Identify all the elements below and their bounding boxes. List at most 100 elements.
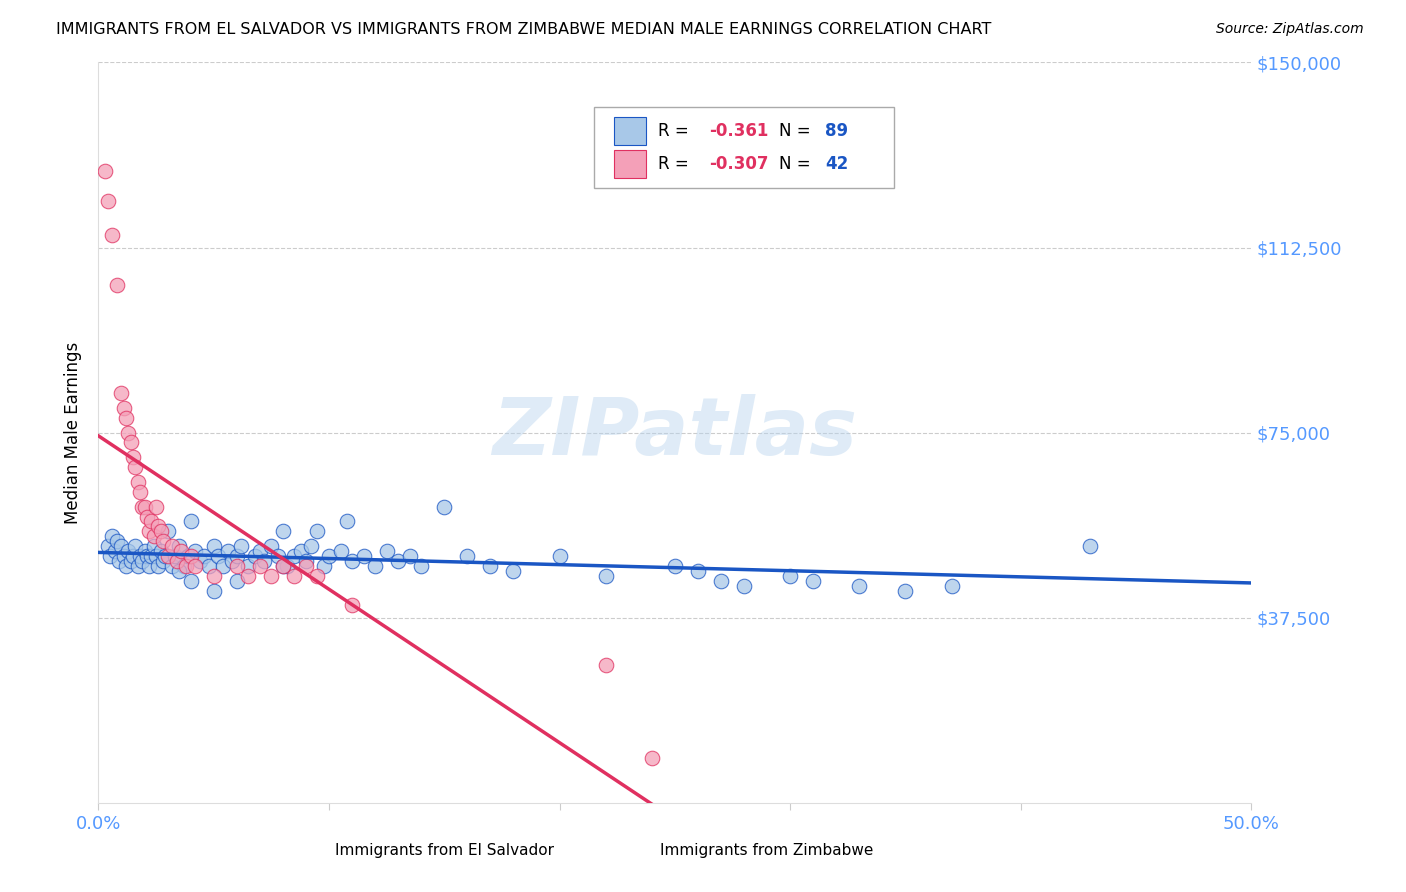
Point <box>353 549 375 563</box>
Text: 42: 42 <box>825 155 848 173</box>
Point <box>225 558 247 573</box>
Point <box>131 500 153 514</box>
Point <box>299 539 322 553</box>
Point <box>267 549 290 563</box>
Point <box>112 549 135 563</box>
Bar <box>614 117 647 145</box>
Point <box>145 500 167 514</box>
Point <box>120 435 142 450</box>
Point <box>160 539 183 553</box>
Text: Immigrants from El Salvador: Immigrants from El Salvador <box>335 844 554 858</box>
Point <box>433 500 456 514</box>
Point <box>127 558 149 573</box>
Point <box>129 549 152 563</box>
Point <box>110 386 132 401</box>
Point <box>163 549 186 563</box>
Point <box>848 579 870 593</box>
Point <box>664 558 686 573</box>
Text: -0.361: -0.361 <box>710 122 769 140</box>
Point <box>180 515 202 529</box>
Point <box>198 558 221 573</box>
Text: IMMIGRANTS FROM EL SALVADOR VS IMMIGRANTS FROM ZIMBABWE MEDIAN MALE EARNINGS COR: IMMIGRANTS FROM EL SALVADOR VS IMMIGRANT… <box>56 22 991 37</box>
Point <box>307 524 329 539</box>
Point <box>160 558 183 573</box>
Point <box>225 549 247 563</box>
Point <box>97 194 120 208</box>
Text: 89: 89 <box>825 122 848 140</box>
Point <box>101 228 124 243</box>
Point <box>167 539 190 553</box>
Point <box>1078 539 1101 553</box>
Text: R =: R = <box>658 122 693 140</box>
Point <box>276 558 298 573</box>
Point <box>124 460 146 475</box>
Point <box>779 568 801 582</box>
Point <box>184 544 207 558</box>
Point <box>801 574 824 588</box>
Point <box>156 524 179 539</box>
Point <box>103 544 125 558</box>
Text: -0.307: -0.307 <box>710 155 769 173</box>
Point <box>271 558 294 573</box>
Point <box>141 515 163 529</box>
Point <box>167 564 190 578</box>
Point <box>260 539 283 553</box>
Point <box>131 554 153 568</box>
Point <box>156 549 179 563</box>
Point <box>686 564 709 578</box>
Point <box>340 554 363 568</box>
Point <box>117 425 139 440</box>
Text: N =: N = <box>779 155 815 173</box>
Point <box>456 549 478 563</box>
FancyBboxPatch shape <box>647 829 889 873</box>
Point <box>295 554 318 568</box>
Point <box>152 534 174 549</box>
Point <box>941 579 963 593</box>
Point <box>174 558 197 573</box>
Point <box>202 568 225 582</box>
Point <box>307 568 329 582</box>
Point <box>221 554 243 568</box>
Point <box>105 534 128 549</box>
Point <box>271 558 294 573</box>
Point <box>398 549 420 563</box>
Point <box>271 524 294 539</box>
Point <box>290 544 312 558</box>
Point <box>101 529 124 543</box>
Point <box>115 558 138 573</box>
Point <box>108 554 131 568</box>
Point <box>148 519 170 533</box>
Point <box>127 475 149 489</box>
Point <box>148 558 170 573</box>
Point <box>364 558 387 573</box>
Text: Source: ZipAtlas.com: Source: ZipAtlas.com <box>1216 22 1364 37</box>
Point <box>115 410 138 425</box>
Point <box>135 549 157 563</box>
Text: N =: N = <box>779 122 815 140</box>
Point <box>231 539 253 553</box>
Point <box>595 657 617 672</box>
Point <box>105 277 128 292</box>
Point <box>177 549 200 563</box>
Point <box>180 549 202 563</box>
Point <box>138 558 160 573</box>
Point <box>166 554 188 568</box>
Point <box>134 544 156 558</box>
Point <box>329 544 352 558</box>
Point <box>411 558 433 573</box>
Point <box>238 568 260 582</box>
Point <box>314 558 336 573</box>
Point <box>120 554 142 568</box>
Point <box>98 549 121 563</box>
Point <box>479 558 502 573</box>
Point <box>122 549 145 563</box>
Point <box>110 539 132 553</box>
Text: Immigrants from Zimbabwe: Immigrants from Zimbabwe <box>661 844 873 858</box>
Point <box>641 751 664 765</box>
Point <box>340 599 363 613</box>
Point <box>173 558 195 573</box>
Point <box>122 450 145 465</box>
Point <box>149 544 172 558</box>
Point <box>253 554 276 568</box>
Point <box>217 544 239 558</box>
